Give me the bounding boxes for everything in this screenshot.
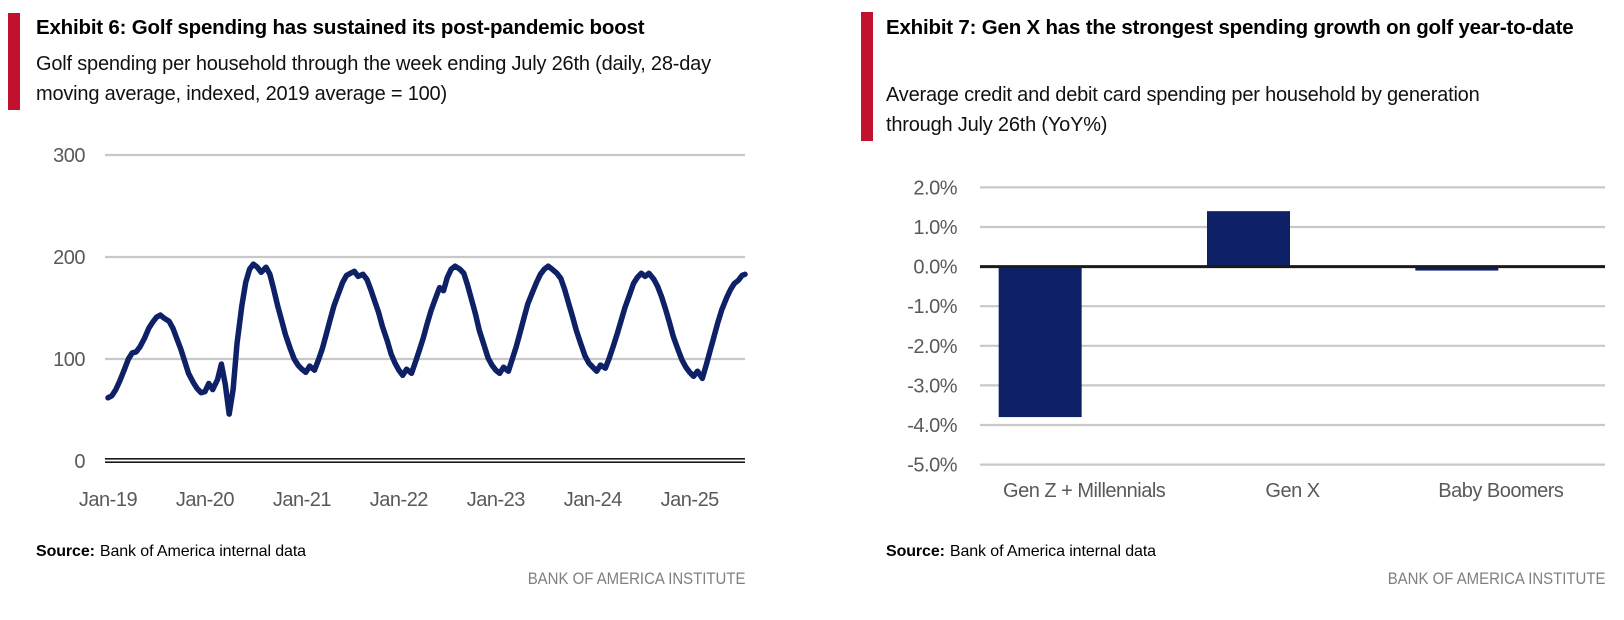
source-text: Bank of America internal data	[949, 543, 1156, 560]
svg-text:-2.0%: -2.0%	[907, 336, 957, 358]
source-label: Source:	[36, 543, 95, 560]
svg-text:Jan-19: Jan-19	[79, 489, 138, 511]
svg-text:Gen Z + Millennials: Gen Z + Millennials	[1003, 480, 1166, 502]
source-label: Source:	[886, 543, 945, 560]
exhibit-6-subtitle: Golf spending per household through the …	[36, 53, 711, 105]
exhibit-7-title: Exhibit 7: Gen X has the strongest spend…	[886, 16, 1574, 39]
svg-text:0.0%: 0.0%	[913, 257, 957, 279]
svg-text:-1.0%: -1.0%	[907, 296, 957, 318]
svg-text:2.0%: 2.0%	[913, 177, 957, 199]
svg-text:200: 200	[53, 247, 85, 269]
svg-text:1.0%: 1.0%	[913, 217, 957, 239]
svg-text:-4.0%: -4.0%	[907, 415, 957, 437]
svg-text:100: 100	[53, 349, 85, 371]
svg-text:Baby Boomers: Baby Boomers	[1438, 480, 1564, 502]
exhibit-6-source: Source: Bank of America internal data	[36, 543, 306, 561]
exhibit-7-accent-bar	[861, 12, 873, 141]
svg-text:Gen X: Gen X	[1265, 480, 1319, 502]
svg-text:Jan-20: Jan-20	[176, 489, 235, 511]
exhibit-6-accent-bar	[8, 13, 20, 110]
svg-text:300: 300	[53, 145, 85, 167]
svg-text:Jan-22: Jan-22	[370, 489, 429, 511]
exhibit-7-institute-footer: BANK OF AMERICA INSTITUTE	[1387, 569, 1605, 588]
svg-text:Jan-25: Jan-25	[661, 489, 720, 511]
exhibit-7-panel: Exhibit 7: Gen X has the strongest spend…	[853, 0, 1624, 620]
source-text: Bank of America internal data	[99, 543, 306, 560]
exhibit-6-panel: Exhibit 6: Golf spending has sustained i…	[0, 0, 760, 620]
svg-text:Jan-23: Jan-23	[467, 489, 526, 511]
exhibit-7-source: Source: Bank of America internal data	[886, 543, 1156, 561]
svg-text:-5.0%: -5.0%	[907, 455, 957, 477]
svg-text:Jan-21: Jan-21	[273, 489, 332, 511]
exhibit-6-institute-footer: BANK OF AMERICA INSTITUTE	[527, 569, 745, 588]
svg-text:Jan-24: Jan-24	[564, 489, 623, 511]
exhibit-6-title: Exhibit 6: Golf spending has sustained i…	[36, 16, 645, 39]
exhibit-7-subtitle: Average credit and debit card spending p…	[886, 84, 1480, 136]
svg-text:0: 0	[74, 451, 85, 473]
svg-text:-3.0%: -3.0%	[907, 375, 957, 397]
